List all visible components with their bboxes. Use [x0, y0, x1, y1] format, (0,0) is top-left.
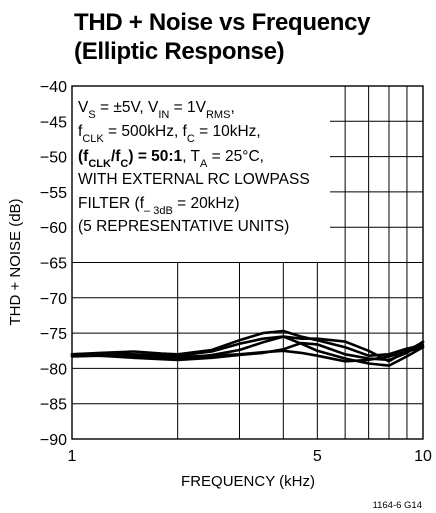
x-tick-label: 5: [313, 448, 322, 465]
annotation-line2: fCLK = 500kHz, fC = 10kHz,: [78, 123, 261, 145]
annotation: VS = ±5V, VIN = 1VRMS, fCLK = 500kHz, fC…: [78, 99, 310, 235]
series-lines: [70, 329, 425, 367]
annotation-line1: VS = ±5V, VIN = 1VRMS,: [78, 99, 235, 121]
x-tick-label: 1: [68, 448, 77, 465]
y-tick-label: −50: [40, 150, 67, 167]
annotation-line4: WITH EXTERNAL RC LOWPASS: [78, 171, 310, 188]
series-line-5: [70, 340, 425, 362]
y-tick-label: −70: [40, 291, 67, 308]
y-tick-label: −80: [40, 361, 67, 378]
annotation-line6: (5 REPRESENTATIVE UNITS): [78, 218, 289, 235]
y-tick-label: −85: [40, 397, 67, 414]
x-axis-label: FREQUENCY (kHz): [181, 473, 315, 490]
y-tick-label: −90: [40, 432, 67, 449]
annotation-box: [72, 86, 330, 262]
series-line-2: [70, 335, 425, 363]
y-axis-label: THD + NOISE (dB): [7, 198, 24, 325]
y-tick-label: −55: [40, 185, 67, 202]
y-tick-label: −60: [40, 220, 67, 237]
plot-frame: [71, 85, 424, 440]
tick-labels: −40 −45 −50 −55 −60 −65 −70 −75 −80 −85 −901 5 10: [40, 79, 432, 465]
y-tick-label: −45: [40, 114, 67, 131]
chart-title-line1: THD + Noise vs Frequency: [74, 9, 371, 36]
y-tick-label: −40: [40, 79, 67, 96]
chart-title-line2: (Elliptic Response): [74, 38, 285, 65]
y-tick-label: −75: [40, 326, 67, 343]
y-tick-label: −65: [40, 256, 67, 273]
x-tick-label: 10: [414, 448, 432, 465]
chart-title: THD + Noise vs Frequency (Elliptic Respo…: [74, 8, 424, 66]
figure-code: 1164-6 G14: [373, 500, 422, 511]
annotation-line5: FILTER (f– 3dB = 20kHz): [78, 195, 240, 217]
annotation-line3: (fCLK/fC) = 50:1, TA = 25°C,: [78, 148, 264, 170]
